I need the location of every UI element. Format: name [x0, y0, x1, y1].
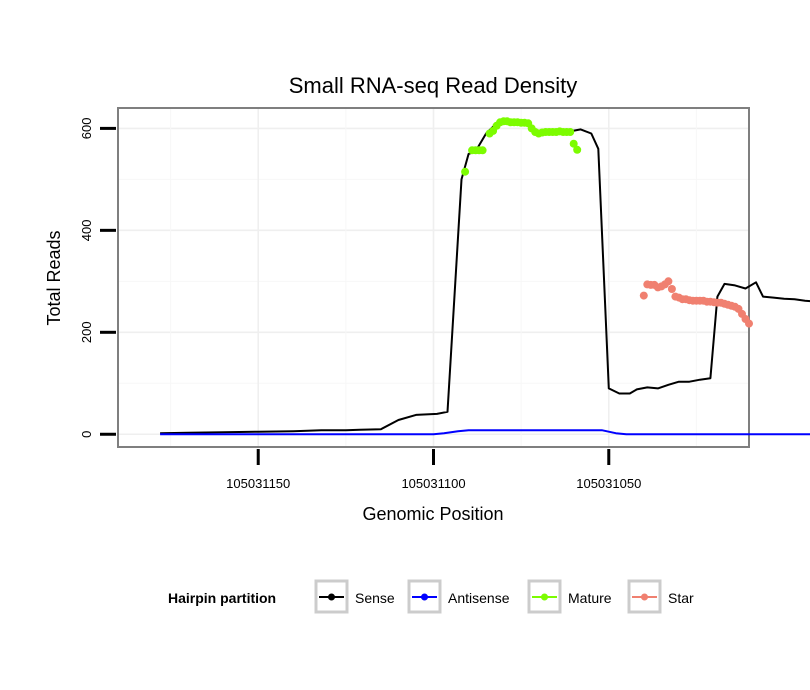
mature-point	[461, 167, 470, 176]
legend: Hairpin partition Sense Antisense Mature Sta…	[168, 579, 694, 614]
y-tick-label: 200	[79, 321, 94, 343]
sense-series-line	[160, 120, 810, 435]
star-point	[667, 285, 676, 293]
legend-label-antisense: Antisense	[448, 590, 510, 606]
y-tick-label: 400	[79, 219, 94, 241]
antisense-series-line	[160, 429, 810, 436]
legend-item-mature: Mature	[527, 579, 612, 614]
y-axis-title: Total Reads	[44, 230, 64, 325]
x-tick-label: 105031050	[576, 476, 641, 491]
star-point	[639, 291, 648, 300]
star-point	[745, 319, 753, 328]
axes: 0 200 400 600 105031150 105031100 105031050	[79, 118, 641, 491]
legend-label-mature: Mature	[568, 590, 612, 606]
x-tick-label: 105031100	[401, 476, 465, 491]
y-tick-label: 600	[79, 118, 94, 140]
mature-point	[573, 145, 582, 154]
legend-item-antisense: Antisense	[407, 579, 510, 614]
y-tick-label: 0	[79, 431, 94, 438]
mature-point	[569, 139, 578, 148]
legend-key-point	[541, 593, 548, 601]
legend-label-star: Star	[668, 590, 694, 606]
legend-key-point	[421, 593, 428, 601]
legend-item-sense: Sense	[314, 579, 395, 614]
legend-key-point	[641, 593, 648, 601]
legend-label-sense: Sense	[355, 590, 395, 606]
mature-point	[478, 146, 487, 155]
x-tick-label: 105031150	[226, 476, 290, 491]
chart-title: Small RNA-seq Read Density	[289, 73, 578, 98]
x-axis-title: Genomic Position	[362, 504, 503, 524]
legend-key-point	[328, 593, 335, 601]
legend-item-star: Star	[627, 579, 694, 614]
star-point	[664, 277, 673, 286]
series-layer	[160, 117, 810, 436]
legend-title: Hairpin partition	[168, 590, 276, 606]
mature-point	[566, 128, 575, 136]
